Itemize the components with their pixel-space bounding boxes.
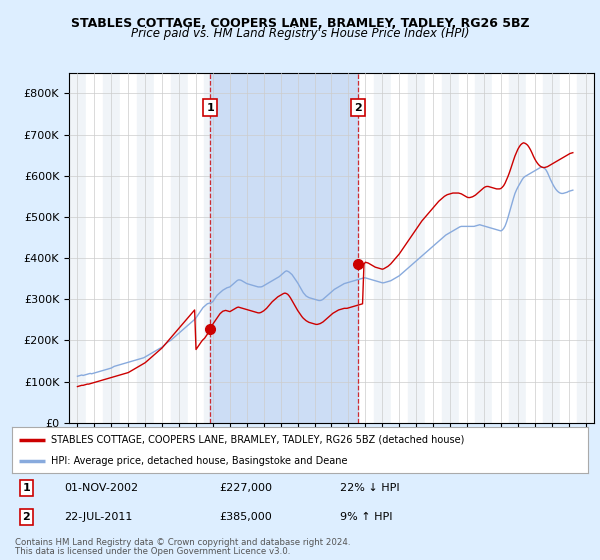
- Text: 01-NOV-2002: 01-NOV-2002: [64, 483, 138, 493]
- Bar: [137, 73, 154, 423]
- Bar: [425, 73, 442, 423]
- Bar: [86, 73, 103, 423]
- Bar: [509, 73, 526, 423]
- Bar: [210, 73, 358, 423]
- Bar: [154, 73, 170, 423]
- Bar: [340, 73, 357, 423]
- Text: 1: 1: [206, 103, 214, 113]
- Text: 22-JUL-2011: 22-JUL-2011: [64, 512, 132, 522]
- Text: HPI: Average price, detached house, Basingstoke and Deane: HPI: Average price, detached house, Basi…: [51, 456, 347, 466]
- Bar: [543, 73, 560, 423]
- Bar: [255, 73, 272, 423]
- Bar: [560, 73, 577, 423]
- Bar: [103, 73, 120, 423]
- Bar: [323, 73, 340, 423]
- Bar: [493, 73, 509, 423]
- Text: 1: 1: [23, 483, 30, 493]
- Bar: [69, 73, 86, 423]
- Text: STABLES COTTAGE, COOPERS LANE, BRAMLEY, TADLEY, RG26 5BZ: STABLES COTTAGE, COOPERS LANE, BRAMLEY, …: [71, 17, 529, 30]
- Bar: [475, 73, 493, 423]
- Bar: [357, 73, 374, 423]
- Bar: [289, 73, 306, 423]
- Bar: [526, 73, 543, 423]
- Text: This data is licensed under the Open Government Licence v3.0.: This data is licensed under the Open Gov…: [15, 547, 290, 556]
- Bar: [442, 73, 458, 423]
- Bar: [188, 73, 205, 423]
- Bar: [577, 73, 594, 423]
- Bar: [221, 73, 238, 423]
- Text: 22% ↓ HPI: 22% ↓ HPI: [340, 483, 400, 493]
- Bar: [374, 73, 391, 423]
- Bar: [205, 73, 221, 423]
- Text: £227,000: £227,000: [220, 483, 272, 493]
- Text: 2: 2: [23, 512, 30, 522]
- Text: Contains HM Land Registry data © Crown copyright and database right 2024.: Contains HM Land Registry data © Crown c…: [15, 538, 350, 547]
- Bar: [238, 73, 255, 423]
- Bar: [458, 73, 475, 423]
- Bar: [306, 73, 323, 423]
- Bar: [272, 73, 289, 423]
- Bar: [120, 73, 137, 423]
- Bar: [170, 73, 188, 423]
- Text: 2: 2: [354, 103, 362, 113]
- Text: STABLES COTTAGE, COOPERS LANE, BRAMLEY, TADLEY, RG26 5BZ (detached house): STABLES COTTAGE, COOPERS LANE, BRAMLEY, …: [51, 435, 464, 445]
- Text: Price paid vs. HM Land Registry's House Price Index (HPI): Price paid vs. HM Land Registry's House …: [131, 27, 469, 40]
- Text: 9% ↑ HPI: 9% ↑ HPI: [340, 512, 393, 522]
- Bar: [408, 73, 425, 423]
- Bar: [391, 73, 408, 423]
- Bar: [210, 73, 358, 423]
- Text: £385,000: £385,000: [220, 512, 272, 522]
